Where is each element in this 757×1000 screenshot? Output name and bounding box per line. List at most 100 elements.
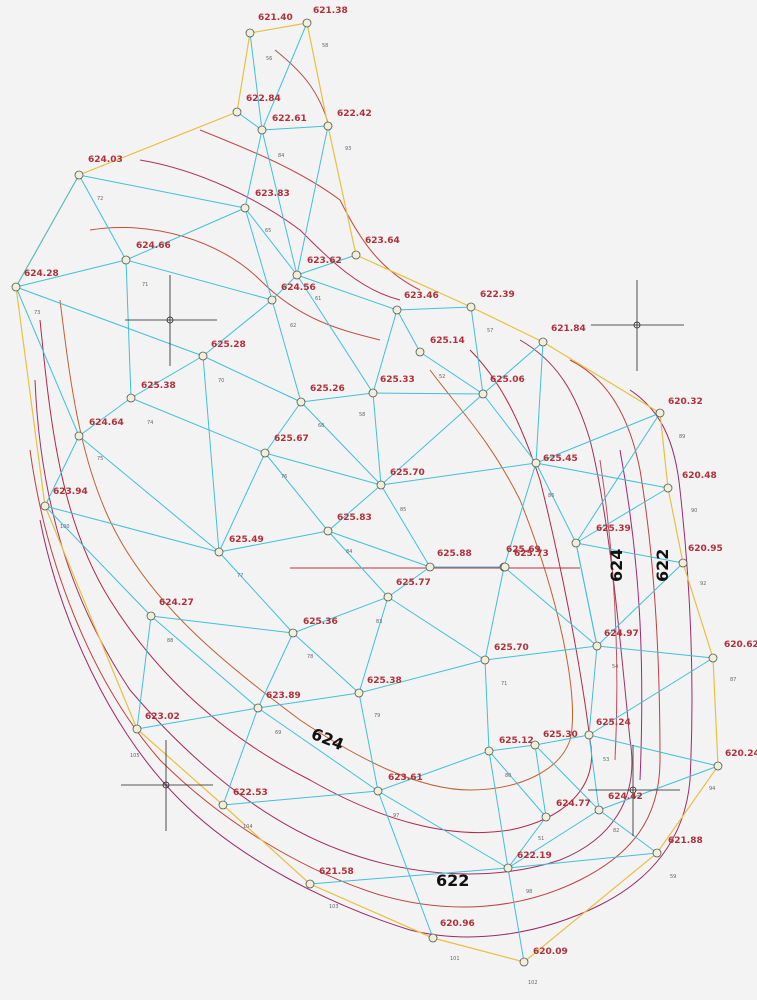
elevation-label: 620.62 (724, 640, 757, 650)
triangle-id: 51 (538, 836, 544, 842)
triangle-id: 68 (318, 423, 324, 429)
elevation-label: 625.26 (310, 384, 345, 394)
survey-point (246, 29, 254, 37)
survey-point (481, 656, 489, 664)
triangle-id: 94 (709, 786, 715, 792)
survey-point (416, 348, 424, 356)
triangle-id: 70 (218, 378, 224, 384)
triangle-id: 52 (439, 374, 445, 380)
background (0, 0, 757, 1000)
elevation-label: 623.62 (307, 256, 342, 266)
survey-point (714, 762, 722, 770)
survey-point (542, 813, 550, 821)
triangle-id: 65 (265, 228, 271, 234)
triangle-id: 73 (34, 310, 40, 316)
survey-point (653, 849, 661, 857)
elevation-label: 623.94 (53, 487, 88, 497)
elevation-label: 620.48 (682, 471, 717, 481)
elevation-label: 625.38 (141, 381, 176, 391)
triangle-id: 82 (613, 828, 619, 834)
triangle-id: 80 (505, 773, 511, 779)
triangle-id: 74 (147, 420, 153, 426)
survey-point (585, 731, 593, 739)
survey-point (377, 481, 385, 489)
survey-point (293, 271, 301, 279)
elevation-label: 625.06 (490, 375, 525, 385)
triangle-id: 58 (322, 43, 328, 49)
elevation-label: 623.64 (365, 236, 400, 246)
elevation-label: 625.67 (274, 434, 309, 444)
elevation-label: 622.84 (246, 94, 281, 104)
survey-point (501, 563, 509, 571)
elevation-label: 625.28 (211, 340, 246, 350)
elevation-label: 625.83 (337, 513, 372, 523)
survey-point (539, 338, 547, 346)
elevation-label: 624.03 (88, 155, 123, 165)
elevation-label: 623.89 (266, 691, 301, 701)
survey-point (12, 283, 20, 291)
elevation-label: 625.88 (437, 549, 472, 559)
triangle-id: 72 (97, 196, 103, 202)
elevation-label: 621.58 (319, 867, 354, 877)
survey-point (324, 527, 332, 535)
triangle-id: 62 (290, 323, 296, 329)
contour-label: 622 (436, 871, 469, 890)
elevation-label: 624.97 (604, 629, 639, 639)
elevation-label: 620.32 (668, 397, 703, 407)
triangle-id: 92 (700, 581, 706, 587)
survey-point (254, 704, 262, 712)
survey-point (41, 502, 49, 510)
triangle-id: 89 (679, 434, 685, 440)
survey-point (147, 612, 155, 620)
elevation-label: 624.42 (608, 792, 643, 802)
elevation-label: 625.36 (303, 617, 338, 627)
survey-point (303, 19, 311, 27)
elevation-label: 625.14 (430, 336, 465, 346)
survey-point (485, 747, 493, 755)
elevation-label: 622.19 (517, 851, 552, 861)
survey-point (679, 559, 687, 567)
triangle-id: 76 (281, 474, 287, 480)
survey-point (75, 432, 83, 440)
elevation-label: 622.61 (272, 114, 307, 124)
elevation-label: 625.45 (543, 454, 578, 464)
elevation-label: 620.95 (688, 544, 723, 554)
survey-point (531, 741, 539, 749)
elevation-label: 625.38 (367, 676, 402, 686)
elevation-label: 625.49 (229, 535, 264, 545)
survey-point (384, 593, 392, 601)
triangle-id: 54 (612, 664, 618, 670)
survey-point (709, 654, 717, 662)
triangle-id: 86 (548, 493, 554, 499)
elevation-label: 625.33 (380, 375, 415, 385)
survey-point (355, 689, 363, 697)
triangle-id: 84 (278, 153, 284, 159)
elevation-label: 621.84 (551, 324, 586, 334)
triangle-id: 84 (346, 549, 352, 555)
elevation-label: 622.53 (233, 788, 268, 798)
elevation-label: 624.77 (556, 799, 591, 809)
elevation-label: 621.38 (313, 6, 348, 16)
elevation-label: 623.83 (255, 189, 290, 199)
survey-point (75, 171, 83, 179)
survey-point (289, 629, 297, 637)
triangle-id: 103 (329, 904, 339, 910)
survey-point (595, 806, 603, 814)
elevation-label: 625.24 (596, 718, 631, 728)
triangle-id: 97 (393, 813, 399, 819)
elevation-label: 625.30 (543, 730, 578, 740)
triangle-id: 78 (307, 654, 313, 660)
survey-point (241, 204, 249, 212)
elevation-label: 625.77 (396, 578, 431, 588)
survey-point (268, 296, 276, 304)
contour-label: 622 (653, 549, 672, 582)
triangle-id: 57 (487, 328, 493, 334)
survey-point (532, 459, 540, 467)
triangle-id: 93 (345, 146, 351, 152)
triangle-id: 75 (97, 456, 103, 462)
elevation-label: 621.88 (668, 836, 703, 846)
triangle-id: 101 (450, 956, 460, 962)
survey-point (233, 108, 241, 116)
triangle-id: 98 (526, 889, 532, 895)
elevation-label: 625.73 (514, 549, 549, 559)
